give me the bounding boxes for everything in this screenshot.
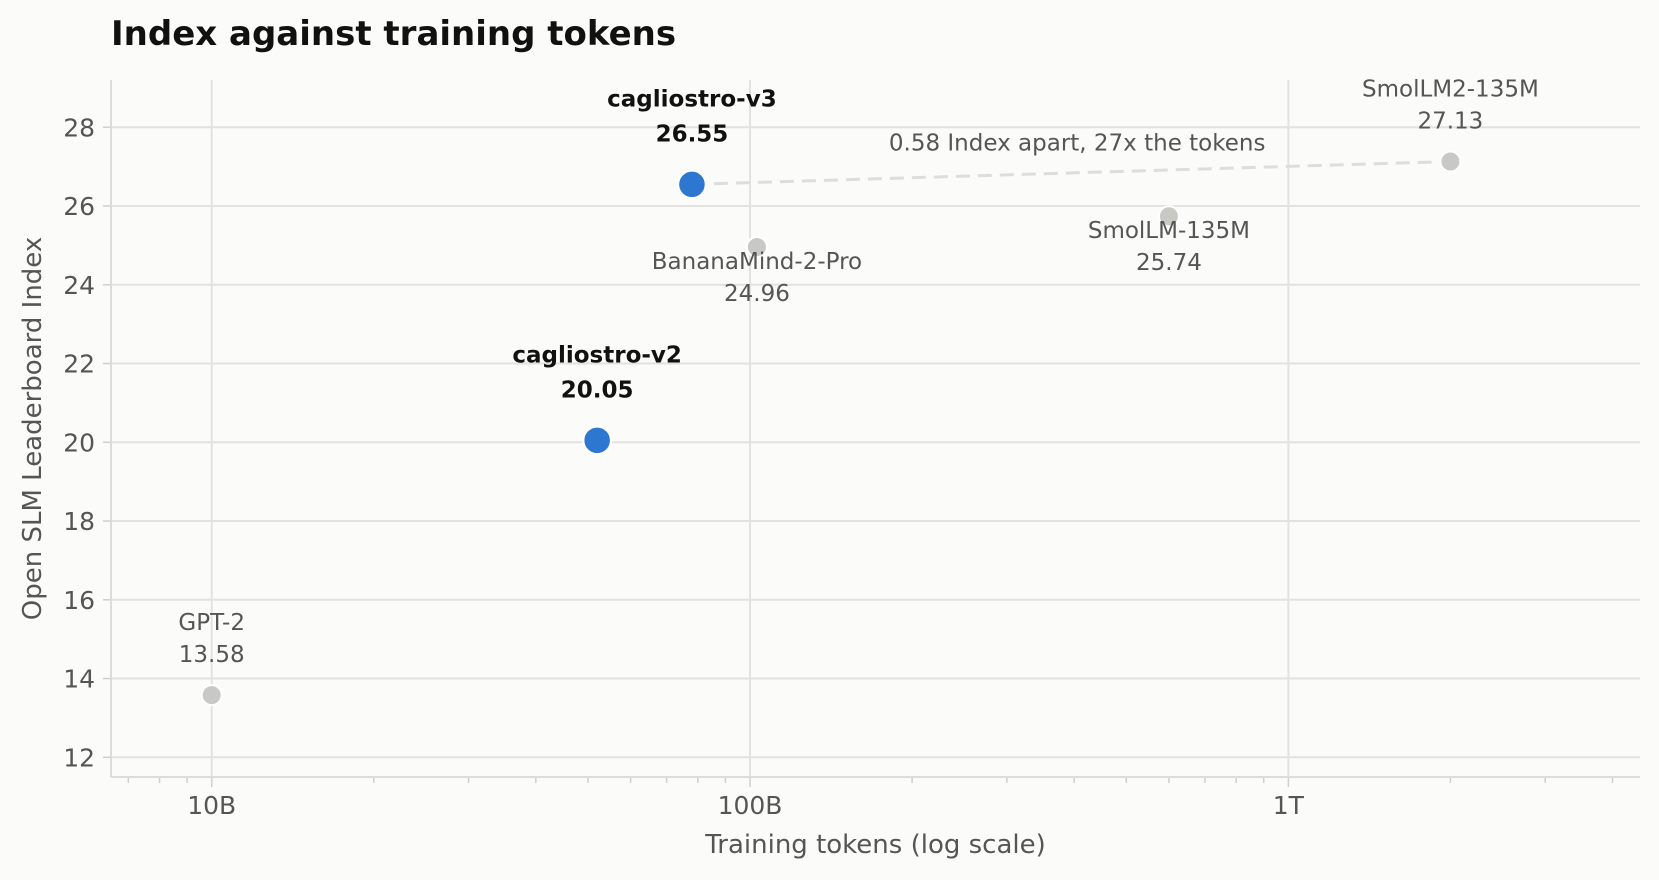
point-cagliostro-v3 [676, 169, 708, 200]
points-layer [200, 150, 1462, 707]
y-axis-label: Open SLM Leaderboard Index [18, 237, 48, 620]
x-tick-label: 100B [718, 791, 783, 820]
point-value-label: 24.96 [724, 281, 790, 307]
point-value-label: 13.58 [179, 642, 245, 668]
point-value-label: 25.74 [1136, 250, 1202, 276]
point-SmolLM2-135M [1439, 150, 1462, 173]
grid-layer [111, 80, 1640, 777]
y-tick-label: 12 [63, 743, 95, 772]
point-value-label: 26.55 [656, 121, 729, 147]
connector-layer [691, 160, 1451, 186]
point-SmolLM-135M [1157, 205, 1180, 228]
annotation-text: 0.58 Index apart, 27x the tokens [889, 131, 1266, 157]
point-name-label: SmolLM-135M [1088, 218, 1250, 244]
point-name-label: GPT-2 [178, 610, 245, 636]
point-value-label: 20.05 [561, 377, 634, 403]
point-name-label: cagliostro-v3 [607, 86, 777, 112]
y-tick-label: 20 [63, 428, 95, 457]
point-value-label: 27.13 [1417, 109, 1483, 135]
y-tick-label: 28 [63, 113, 95, 142]
y-tick-label: 18 [63, 507, 95, 536]
labels-layer: 0.58 Index apart, 27x the tokens GPT-2 13.… [178, 77, 1538, 669]
x-axis-label: Training tokens (log scale) [704, 830, 1046, 860]
point-cagliostro-v2 [581, 425, 613, 456]
y-tick-label: 22 [63, 350, 95, 379]
point-name-label: SmolLM2-135M [1362, 77, 1539, 103]
point-name-label: BananaMind-2-Pro [652, 249, 862, 275]
x-tick-label: 1T [1273, 791, 1305, 820]
y-tick-label: 24 [63, 271, 95, 300]
annotation-connector [691, 160, 1451, 186]
point-GPT-2 [200, 684, 223, 707]
y-tick-label: 26 [63, 192, 95, 221]
x-tick-label: 10B [187, 791, 236, 820]
axis-layer: 12 14 16 18 20 22 24 26 28 10B 100B 1T [63, 80, 1640, 820]
point-name-label: cagliostro-v2 [512, 342, 682, 368]
chart-title: Index against training tokens [111, 14, 677, 54]
point-BananaMind-2-Pro [745, 235, 768, 258]
y-tick-label: 16 [63, 586, 95, 615]
y-tick-label: 14 [63, 665, 95, 694]
